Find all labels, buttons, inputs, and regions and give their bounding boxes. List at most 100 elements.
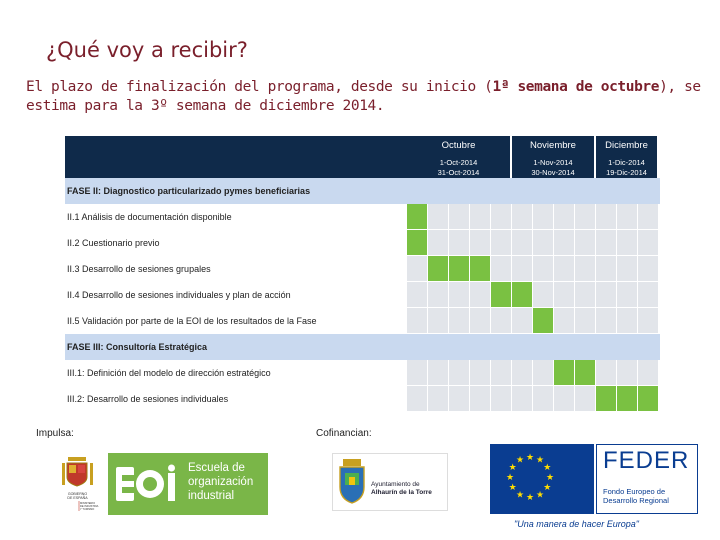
gantt-chart: Octubre 1-Oct-2014 31-Oct-2014 Noviembre 1-N… — [65, 136, 660, 412]
gantt-week-cell — [491, 204, 512, 230]
ayuntamiento-shield-icon — [339, 459, 365, 504]
slide-title: ¿Qué voy a recibir? — [46, 38, 248, 62]
feder-subtitle: Fondo Europeo de Desarrollo Regional — [603, 487, 669, 505]
gantt-phase-row: FASE III: Consultoría Estratégica — [65, 334, 660, 360]
intro-text-after: ), se estima para la 3º semana de diciem… — [26, 79, 701, 114]
gantt-week-cell — [491, 360, 512, 386]
impulsa-label: Impulsa: — [36, 428, 74, 439]
task-label: II.5 Validación por parte de la EOI de l… — [67, 316, 317, 326]
gantt-week-cell — [596, 360, 617, 386]
eoi-line-1: Escuela de — [188, 462, 245, 474]
eoi-line-3: industrial — [188, 490, 235, 502]
eu-star-icon: ★ — [543, 463, 551, 473]
month-start-date: 1-Nov-2014 — [533, 158, 573, 167]
gantt-task-row: II.4 Desarrollo de sesiones individuales… — [65, 282, 660, 308]
month-end-date: 19-Dic-2014 — [606, 168, 647, 177]
eu-star-icon: ★ — [546, 473, 554, 483]
gantt-bar-segment — [512, 282, 533, 308]
gantt-week-cell — [449, 282, 470, 308]
ayto-line-2: Alhaurín de la Torre — [371, 489, 432, 496]
task-label: II.4 Desarrollo de sesiones individuales… — [67, 290, 291, 300]
coat-of-arms-icon: GOBIERNO DE ESPAÑA MINISTERIO DE INDUSTR… — [62, 457, 99, 511]
eoi-mark-icon — [116, 464, 175, 501]
gantt-week-cell — [638, 230, 659, 256]
task-label: III.2: Desarrollo de sesiones individual… — [67, 394, 229, 404]
eu-star-icon: ★ — [516, 490, 524, 500]
feder-title: FEDER — [603, 447, 690, 474]
gantt-week-cell — [575, 282, 596, 308]
month-end-date: 31-Oct-2014 — [437, 168, 480, 177]
eoi-line-2: organización — [188, 476, 254, 488]
phase-label: FASE III: Consultoría Estratégica — [65, 334, 660, 360]
gantt-week-cell — [512, 308, 533, 334]
gantt-bar-segment — [470, 256, 491, 282]
gantt-week-cell — [596, 282, 617, 308]
feder-logo: FEDER Fondo Europeo de Desarrollo Region… — [596, 444, 698, 514]
gantt-week-cell — [596, 308, 617, 334]
ayto-line-1: Ayuntamiento de — [371, 481, 420, 488]
gantt-bar-segment — [428, 256, 449, 282]
gantt-week-cell — [470, 204, 491, 230]
gantt-week-cell — [596, 204, 617, 230]
month-end-date: 30-Nov-2014 — [531, 168, 575, 177]
eu-star-icon: ★ — [536, 490, 544, 500]
gantt-bar-segment — [449, 256, 470, 282]
gantt-week-cell — [638, 360, 659, 386]
gantt-task-row: II.5 Validación por parte de la EOI de l… — [65, 308, 660, 334]
gantt-week-cell — [470, 308, 491, 334]
gantt-bar-segment — [407, 230, 428, 256]
gantt-week-cell — [470, 360, 491, 386]
gantt-week-cell — [491, 386, 512, 412]
feder-line-1: Fondo Europeo de — [603, 487, 666, 496]
gantt-week-cell — [554, 282, 575, 308]
gantt-bar-segment — [407, 204, 428, 230]
ayuntamiento-text: Ayuntamiento de Alhaurín de la Torre — [371, 481, 432, 497]
gantt-week-cell — [638, 256, 659, 282]
gantt-week-cell — [491, 308, 512, 334]
eu-star-icon: ★ — [543, 483, 551, 493]
gantt-bar-segment — [596, 386, 617, 412]
gantt-task-row: III.1: Definición del modelo de direcció… — [65, 360, 660, 386]
task-label: II.3 Desarrollo de sesiones grupales — [67, 264, 211, 274]
task-label: III.1: Definición del modelo de direcció… — [67, 368, 271, 378]
gantt-week-cell — [638, 204, 659, 230]
gantt-week-cell — [512, 204, 533, 230]
month-header: Noviembre — [512, 136, 596, 156]
gantt-week-cell — [554, 386, 575, 412]
gantt-week-cell — [638, 308, 659, 334]
month-date-range: 1-Dic-2014 19-Dic-2014 — [596, 156, 659, 178]
gantt-week-cell — [575, 204, 596, 230]
gantt-week-cell — [533, 360, 554, 386]
eu-star-icon: ★ — [506, 473, 514, 483]
gantt-week-cell — [554, 204, 575, 230]
eu-star-icon: ★ — [509, 463, 517, 473]
gantt-task-row: II.2 Cuestionario previo — [65, 230, 660, 256]
eu-slogan: "Una manera de hacer Europa" — [514, 519, 639, 529]
cofinancian-label: Cofinancian: — [316, 428, 372, 439]
svg-text:GOBIERNO: GOBIERNO — [68, 492, 88, 496]
gantt-week-cell — [617, 204, 638, 230]
svg-text:MINISTERIO: MINISTERIO — [80, 501, 95, 505]
gantt-week-cell — [575, 230, 596, 256]
month-header: Diciembre — [596, 136, 659, 156]
gantt-week-cell — [554, 230, 575, 256]
gantt-week-cell — [449, 360, 470, 386]
eu-star-icon: ★ — [536, 456, 544, 466]
gantt-week-cell — [407, 256, 428, 282]
gantt-week-cell — [575, 386, 596, 412]
gantt-task-row: II.3 Desarrollo de sesiones grupales — [65, 256, 660, 282]
eu-stars-icon: ★ ★★★★★★★★★★★ — [506, 453, 554, 503]
ayuntamiento-logo: Ayuntamiento de Alhaurín de la Torre — [332, 453, 448, 511]
gantt-week-cell — [512, 230, 533, 256]
gantt-bar-segment — [533, 308, 554, 334]
eoi-text: Escuela de organización industrial — [188, 461, 253, 503]
gantt-week-cell — [596, 256, 617, 282]
gantt-week-cell — [533, 230, 554, 256]
gantt-bar-segment — [617, 386, 638, 412]
intro-text-before: El plazo de finalización del programa, d… — [26, 79, 493, 95]
gobierno-logo: GOBIERNO DE ESPAÑA MINISTERIO DE INDUSTR… — [50, 453, 105, 515]
gantt-phase-row: FASE II: Diagnostico particularizado pym… — [65, 178, 660, 204]
gantt-week-cell — [428, 360, 449, 386]
gantt-week-cell — [617, 230, 638, 256]
gantt-week-cell — [533, 282, 554, 308]
